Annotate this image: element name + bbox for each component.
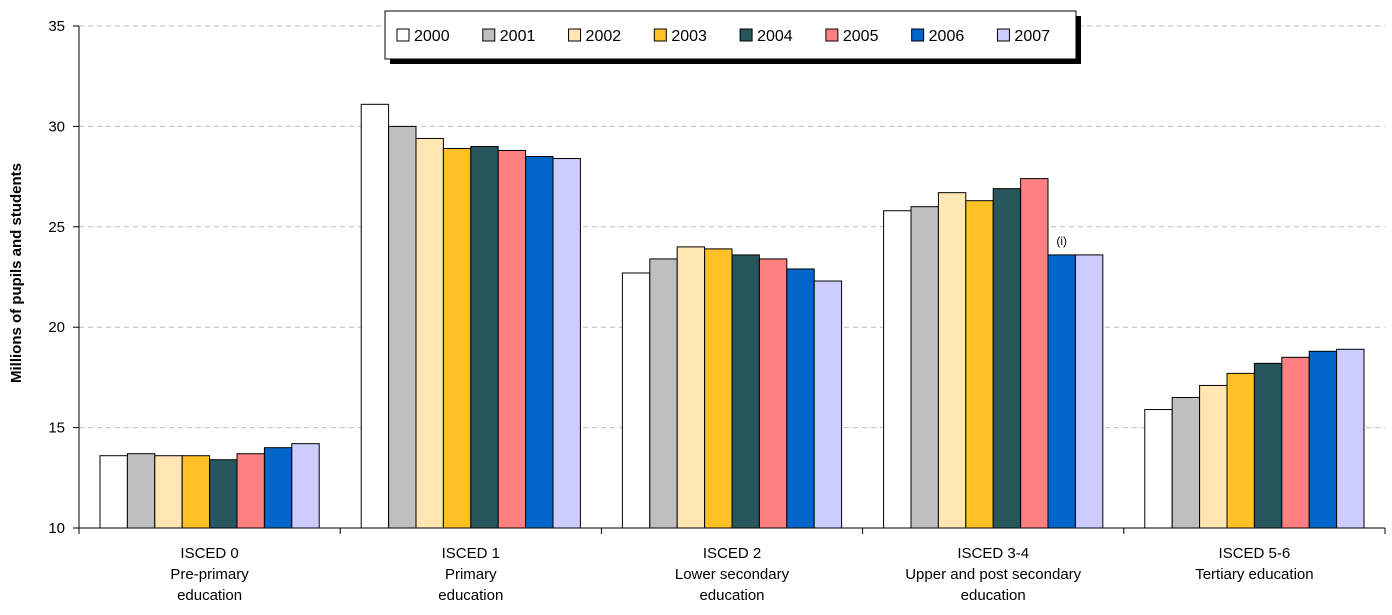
bar: [883, 210, 912, 529]
x-category-label: ISCED 3-4: [957, 545, 1029, 562]
bar: [126, 453, 156, 529]
bar: [1281, 356, 1310, 529]
bar: [1020, 178, 1049, 529]
x-category-label: ISCED 0: [180, 545, 238, 562]
bar: [1047, 254, 1076, 529]
x-category-label: education: [699, 587, 764, 604]
legend-label: 2007: [1014, 28, 1050, 45]
legend-label: 2002: [586, 28, 622, 45]
annotations: (i): [1056, 234, 1067, 248]
y-tick-label: 25: [48, 219, 65, 236]
bar: [910, 206, 939, 529]
legend-label: 2001: [500, 28, 536, 45]
annotation-label: (i): [1056, 234, 1067, 248]
legend-swatch: [653, 28, 667, 42]
bar: [786, 268, 815, 529]
y-axis-label: Millions of pupils and students: [8, 163, 25, 383]
legend: 2000 2001 2002 2003 2004 2005 2006 2007: [384, 10, 1081, 64]
bar: [1199, 384, 1228, 529]
x-category-label: ISCED 5-6: [1219, 545, 1291, 562]
x-category-label: education: [177, 587, 242, 604]
bar: [649, 258, 678, 529]
legend-box: [384, 10, 1077, 60]
bar: [676, 246, 706, 529]
bar: [99, 455, 128, 529]
x-category-label: education: [961, 587, 1026, 604]
bar: [704, 248, 733, 529]
x-category-label: ISCED 2: [703, 545, 761, 562]
bar: [1144, 409, 1173, 529]
y-tick-label: 20: [48, 319, 65, 336]
bar: [154, 455, 183, 529]
bar: [621, 272, 651, 529]
bar: [965, 200, 994, 529]
legend-swatch: [568, 28, 582, 42]
bar: [181, 455, 211, 529]
legend-swatch: [482, 28, 496, 42]
axes: [73, 25, 1386, 534]
bar: [731, 254, 760, 529]
bar: [552, 158, 581, 529]
bar: [263, 447, 293, 529]
legend-label: 2006: [929, 28, 965, 45]
bar: [497, 149, 527, 529]
y-tick-label: 30: [48, 118, 65, 135]
bar: [1171, 396, 1201, 529]
bar: [992, 188, 1022, 529]
bar: [360, 103, 390, 529]
x-category-label: education: [438, 587, 503, 604]
bar: [1074, 254, 1104, 529]
x-category-label: Primary: [445, 566, 497, 583]
bar: [1253, 362, 1283, 529]
x-category-label: Lower secondary: [675, 566, 790, 583]
bar: [388, 125, 417, 529]
legend-label: 2000: [414, 28, 450, 45]
y-tick-labels: 10 15 20 25 30 35: [48, 18, 65, 537]
bar: [470, 145, 499, 529]
bar: [525, 156, 554, 529]
bar: [758, 258, 788, 529]
x-category-label: Tertiary education: [1195, 566, 1313, 583]
x-category-label: ISCED 1: [442, 545, 500, 562]
y-tick-label: 10: [48, 520, 65, 537]
legend-label: 2005: [843, 28, 879, 45]
bars: [99, 103, 1365, 529]
bar: [1226, 372, 1255, 529]
x-category-label: Pre-primary: [170, 566, 249, 583]
legend-label: 2004: [757, 28, 793, 45]
bar: [291, 443, 320, 529]
x-category-label: Upper and post secondary: [905, 566, 1081, 583]
y-tick-label: 35: [48, 18, 65, 35]
bar: [1308, 350, 1338, 529]
legend-swatch: [825, 28, 839, 42]
bar: [813, 280, 843, 529]
bar: [209, 459, 238, 529]
legend-label: 2003: [671, 28, 707, 45]
legend-swatch: [911, 28, 925, 42]
bar: [236, 453, 265, 529]
legend-swatch: [996, 28, 1010, 42]
legend-swatch: [739, 28, 753, 42]
x-category-labels: ISCED 0 Pre-primary education ISCED 1 Primar…: [170, 545, 1313, 604]
bar: [937, 192, 967, 529]
legend-swatch: [396, 28, 410, 42]
bar: [415, 137, 444, 529]
y-tick-label: 15: [48, 420, 65, 437]
bar: [1336, 348, 1365, 529]
bar: [442, 147, 472, 529]
